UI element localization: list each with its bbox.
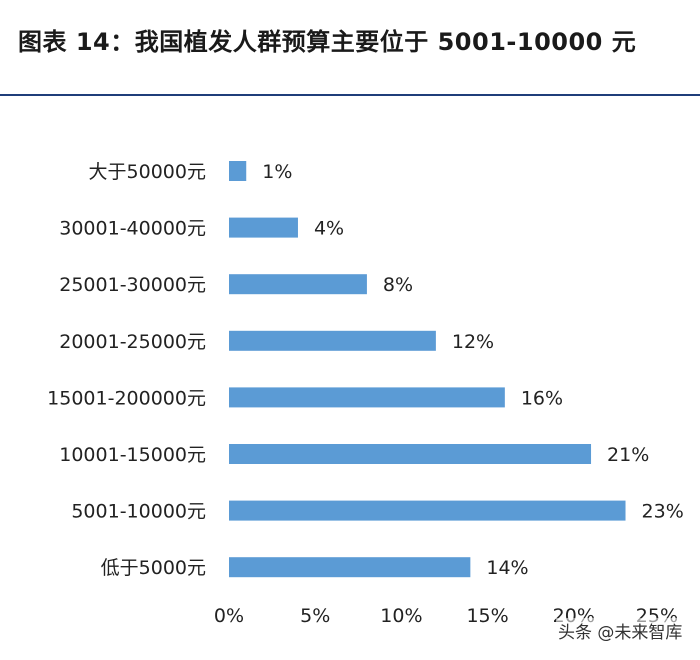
bars-group [229, 161, 626, 578]
value-label-3: 12% [452, 331, 494, 353]
x-tick-label-1: 5% [300, 605, 330, 627]
bar-7 [229, 557, 471, 578]
category-label-5: 10001-15000元 [59, 444, 206, 466]
category-label-2: 25001-30000元 [59, 274, 206, 296]
value-label-5: 21% [607, 444, 649, 466]
x-tick-label-0: 0% [214, 605, 244, 627]
category-labels-group: 大于50000元 30001-40000元 25001-30000元 20001-25… [47, 161, 206, 579]
bar-6 [229, 500, 626, 521]
category-label-1: 30001-40000元 [59, 218, 206, 240]
bar-5 [229, 444, 592, 464]
value-labels-group: 1% 4% 8% 12% 16% 21% 23% 14% [262, 161, 684, 579]
bar-3 [229, 330, 436, 351]
category-label-7: 低于5000元 [101, 557, 206, 579]
value-label-1: 4% [314, 218, 344, 240]
value-label-0: 1% [262, 161, 292, 183]
watermark: 头条 @未来智库 [556, 618, 685, 643]
chart-title: 图表 14：我国植发人群预算主要位于 5001-10000 元 [18, 28, 637, 56]
bar-2 [229, 274, 367, 295]
value-label-4: 16% [521, 387, 563, 409]
bar-4 [229, 387, 505, 408]
category-label-6: 5001-10000元 [71, 501, 206, 523]
bar-0 [229, 161, 247, 181]
title-divider [0, 94, 700, 96]
value-label-7: 14% [486, 557, 528, 579]
value-label-6: 23% [642, 501, 684, 523]
category-label-3: 20001-25000元 [59, 331, 206, 353]
value-label-2: 8% [383, 274, 413, 296]
x-tick-label-3: 15% [466, 605, 508, 627]
category-label-0: 大于50000元 [89, 161, 206, 183]
bar-1 [229, 217, 298, 238]
x-tick-label-2: 10% [380, 605, 422, 627]
category-label-4: 15001-200000元 [47, 387, 206, 409]
